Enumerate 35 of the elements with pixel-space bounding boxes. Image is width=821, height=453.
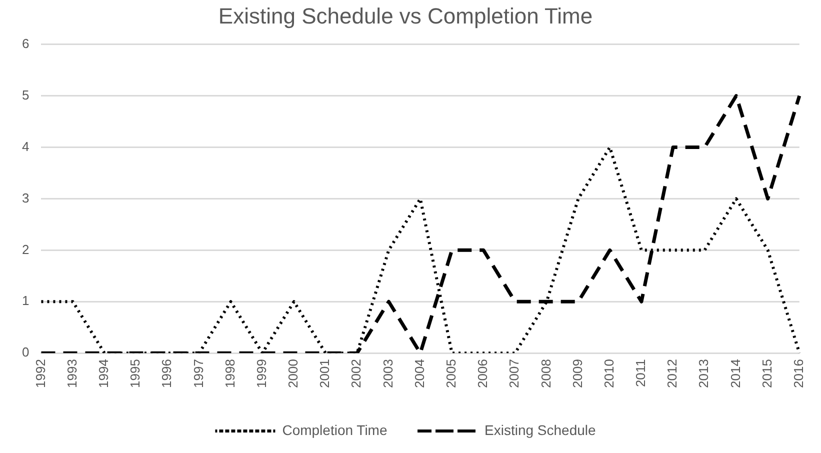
x-tick-label: 1994 (96, 359, 111, 388)
x-tick-label: 1996 (159, 359, 174, 388)
y-tick-label: 4 (22, 138, 30, 154)
x-tick-label: 2012 (664, 359, 680, 388)
x-tick-label: 2001 (317, 359, 332, 388)
y-tick-label: 0 (22, 344, 30, 360)
x-tick-label: 2002 (348, 359, 364, 388)
x-tick-label: 1995 (128, 359, 143, 388)
x-tick-label: 2005 (443, 359, 458, 388)
x-tick-label: 2014 (728, 359, 743, 388)
legend-label: Existing Schedule (484, 422, 596, 438)
y-tick-label: 5 (22, 87, 30, 102)
x-tick-label: 2016 (790, 359, 806, 388)
x-tick-label: 2006 (475, 359, 490, 388)
y-tick-label: 3 (22, 190, 30, 206)
x-tick-label: 2000 (286, 359, 301, 388)
chart-title: Existing Schedule vs Completion Time (218, 3, 593, 28)
x-tick-label: 1997 (190, 359, 206, 388)
x-tick-label: 2015 (759, 359, 774, 388)
x-tick-label: 2003 (380, 359, 396, 388)
x-tick-label: 2008 (538, 359, 554, 388)
x-tick-label: 2004 (412, 359, 427, 388)
x-tick-label: 2007 (506, 359, 522, 388)
y-tick-label: 2 (22, 242, 30, 257)
x-tick-label: 2010 (601, 359, 616, 388)
y-tick-label: 1 (22, 293, 30, 308)
x-tick-label: 1993 (64, 359, 80, 388)
x-tick-label: 2009 (570, 359, 585, 388)
x-tick-label: 2011 (633, 359, 648, 388)
x-tick-label: 2013 (696, 359, 712, 388)
x-tick-label: 1998 (222, 359, 238, 388)
y-tick-label: 6 (22, 36, 30, 51)
x-tick-label: 1992 (32, 359, 48, 388)
x-tick-label: 1999 (254, 359, 269, 388)
legend-label: Completion Time (282, 422, 388, 438)
